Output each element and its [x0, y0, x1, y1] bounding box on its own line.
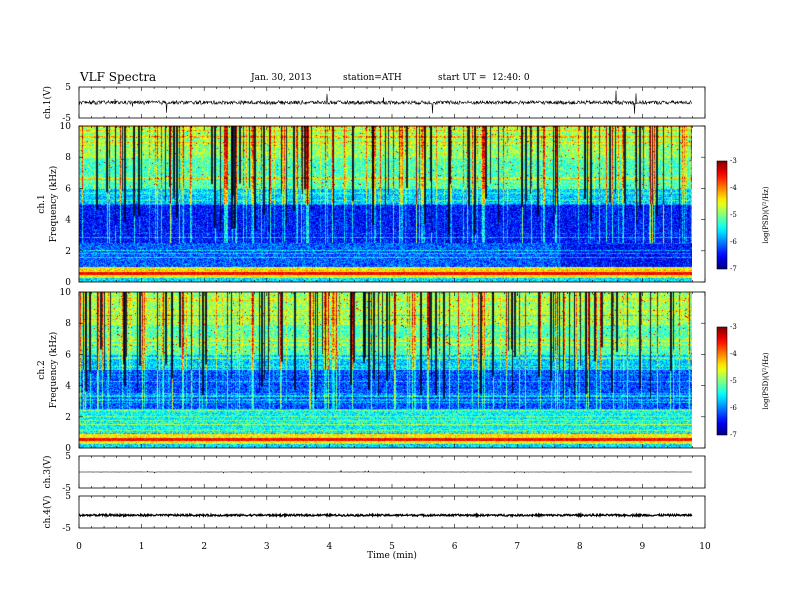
y-tick-label: 2	[65, 413, 71, 423]
y-tick-label: 5	[65, 492, 71, 502]
ch1-spectrogram-image	[79, 126, 692, 282]
y-tick-label: 0	[65, 278, 71, 288]
y-tick-label: 6	[65, 184, 71, 194]
colorbar-tick-label: -7	[730, 431, 737, 439]
y-axis-label: ch.3(V)	[42, 456, 53, 489]
colorbar-label: log(PSD)(V²/Hz)	[762, 186, 770, 243]
ch1-channel-label: ch.1	[37, 194, 47, 213]
x-tick-label: 1	[139, 542, 145, 552]
colorbar-tick-label: -3	[730, 323, 737, 331]
colorbar-tick-label: -6	[730, 238, 737, 246]
x-tick-label: 0	[76, 542, 82, 552]
y-tick-label: -5	[62, 484, 71, 494]
colorbar-label: log(PSD)(V²/Hz)	[762, 352, 770, 409]
y-tick-label: 2	[65, 247, 71, 257]
x-tick-label: 7	[514, 542, 520, 552]
x-tick-label: 10	[699, 542, 711, 552]
colorbar-tick-label: -4	[730, 350, 737, 358]
y-tick-label: 4	[65, 382, 71, 392]
y-tick-label: -5	[62, 524, 71, 534]
waveform-layer	[78, 90, 693, 519]
ch4-waveform-frame	[78, 495, 706, 529]
y-tick-label: 5	[65, 452, 71, 462]
colorbar-tick-label: -4	[730, 184, 737, 192]
chart-title: VLF Spectra	[80, 70, 157, 84]
y-tick-label: 10	[60, 122, 72, 132]
spectrogram-layer	[79, 126, 692, 448]
axes-layer: 5-5ch.1(V)5-5ch.3(V)5-5ch.4(V)0246810ch.…	[37, 83, 770, 561]
colorbar-tick-label: -5	[730, 377, 737, 385]
ch4-waveform-line	[78, 512, 693, 519]
header-start-time: 12:40: 0	[492, 73, 530, 83]
header-date: Jan. 30, 2013	[251, 73, 312, 83]
y-tick-label: 4	[65, 216, 71, 226]
ch1-waveform-line	[78, 90, 693, 114]
ch2-colorbar	[716, 326, 728, 436]
ch1-colorbar	[716, 160, 728, 270]
x-tick-label: 5	[389, 542, 395, 552]
y-tick-label: 6	[65, 350, 71, 360]
ch2-spectrogram-image	[79, 292, 692, 448]
y-tick-label: 0	[65, 444, 71, 454]
colorbar-tick-label: -3	[730, 157, 737, 165]
y-tick-label: -5	[62, 114, 71, 124]
x-tick-label: 9	[640, 542, 646, 552]
x-tick-label: 3	[264, 542, 270, 552]
y-axis-label: Frequency (kHz)	[48, 332, 59, 409]
y-tick-label: 10	[60, 288, 72, 298]
y-axis-label: ch.1(V)	[42, 86, 53, 119]
y-tick-label: 5	[65, 83, 71, 93]
x-tick-label: 4	[327, 542, 333, 552]
ch2-channel-label: ch.2	[37, 360, 47, 379]
x-tick-label: 6	[452, 542, 458, 552]
header-station: station=ATH	[343, 73, 402, 83]
colorbar-tick-label: -5	[730, 211, 737, 219]
y-axis-label: ch.4(V)	[42, 496, 53, 529]
ch3-waveform-line	[78, 469, 692, 474]
y-axis-label: Frequency (kHz)	[48, 166, 59, 243]
colorbar-tick-label: -6	[730, 404, 737, 412]
x-tick-label: 2	[201, 542, 207, 552]
x-axis-label: Time (min)	[367, 550, 417, 561]
x-tick-label: 8	[577, 542, 583, 552]
ch1-waveform-frame	[78, 86, 706, 119]
y-tick-label: 8	[65, 153, 71, 163]
y-tick-label: 8	[65, 319, 71, 329]
header-start-label: start UT =	[438, 73, 487, 83]
colorbar-tick-label: -7	[730, 265, 737, 273]
